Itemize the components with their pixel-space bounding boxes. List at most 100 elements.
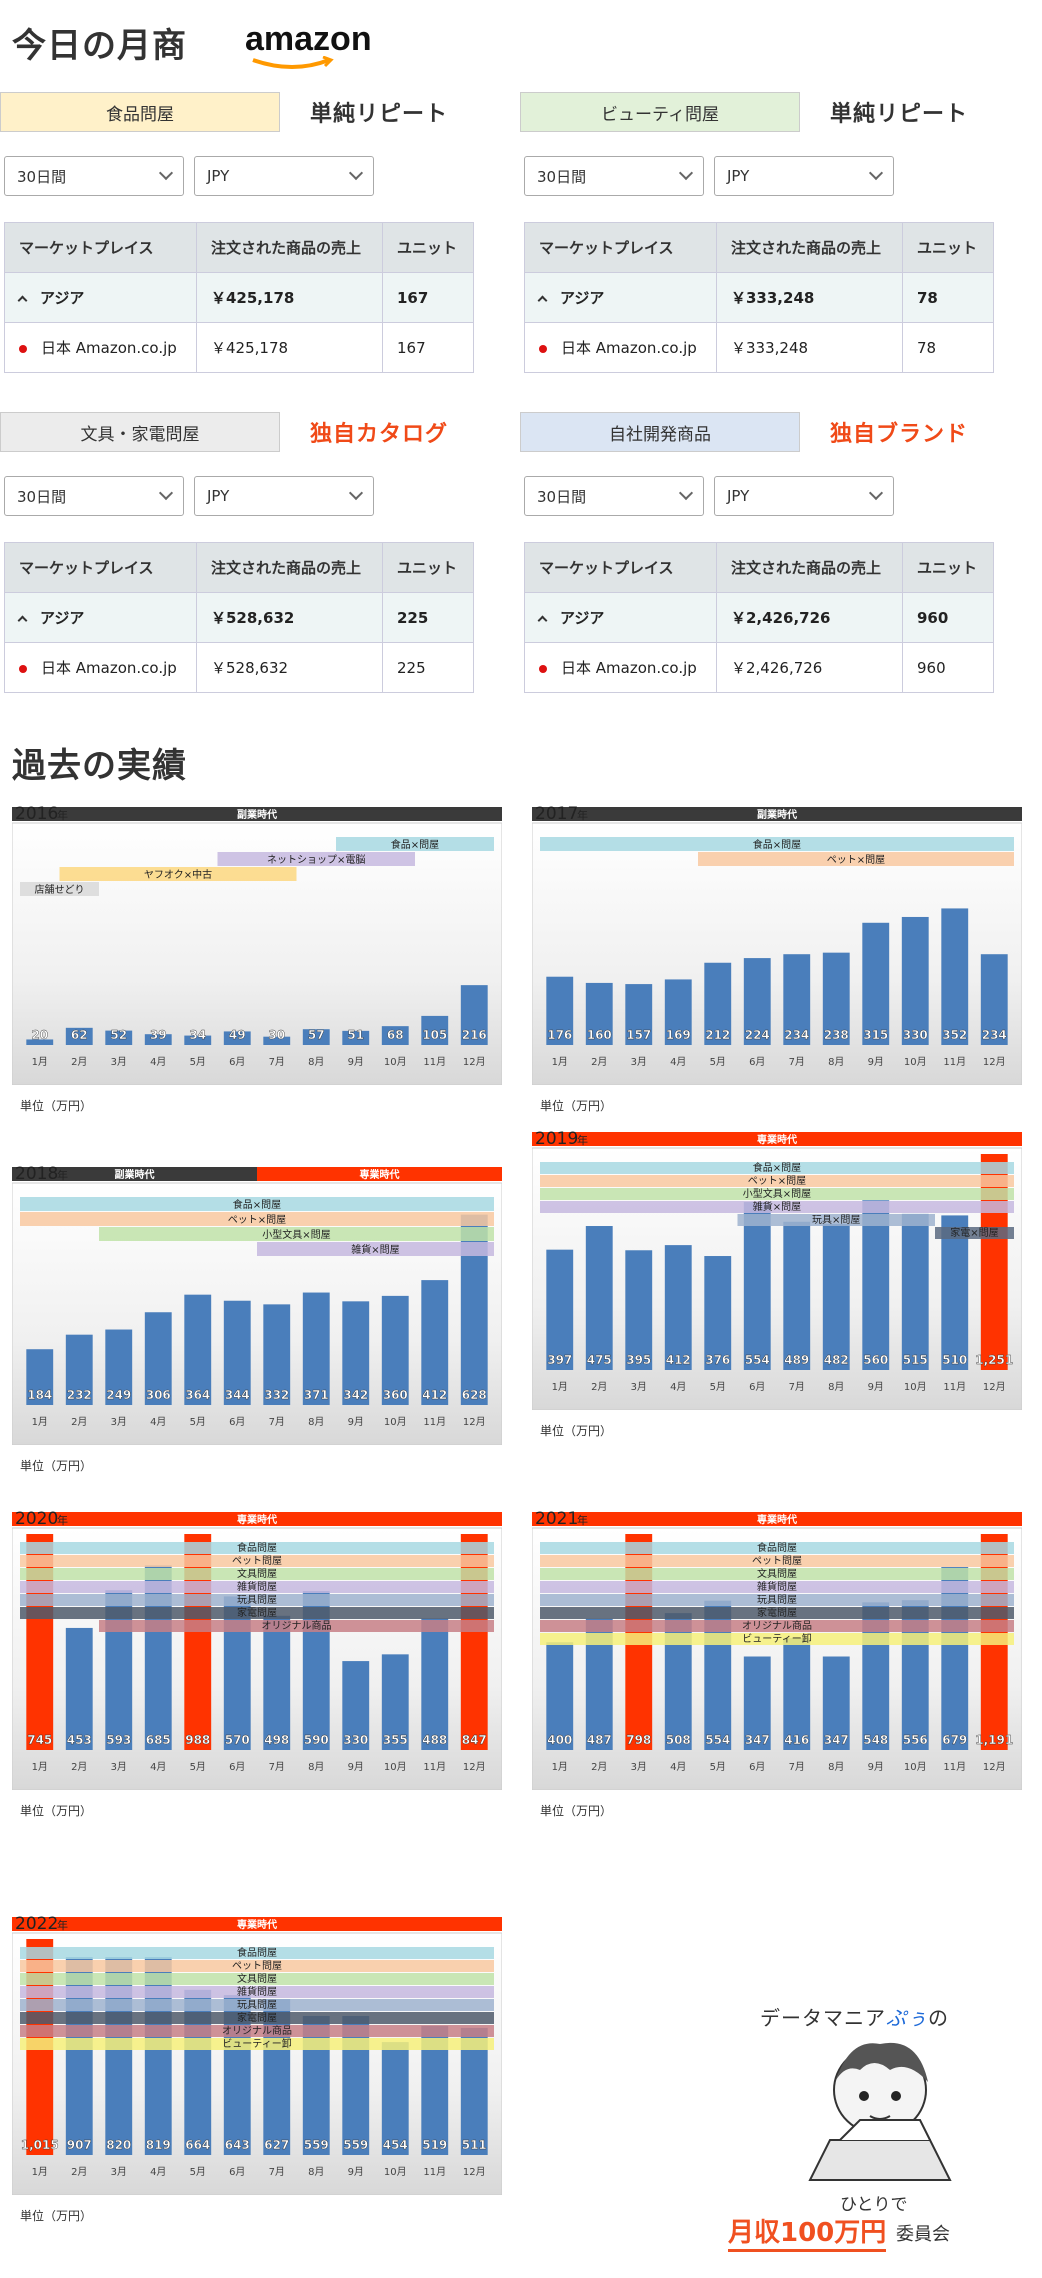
era-bar	[532, 807, 1022, 821]
band-label: 食品×問屋	[753, 1161, 801, 1174]
era-label: 専業時代	[237, 1513, 277, 1526]
month-tick-label: 11月	[423, 1056, 446, 1068]
year-label: 2018	[15, 1165, 58, 1184]
amazon-smile-icon	[252, 56, 334, 69]
band-label: 小型文具×問屋	[262, 1228, 330, 1241]
currency-select[interactable]: JPY	[194, 156, 374, 196]
data-label: 819	[146, 2138, 171, 2152]
band-label: ペット問屋	[752, 1555, 802, 1567]
month-tick-label: 11月	[943, 1381, 966, 1393]
chevron-up-icon[interactable]	[17, 295, 28, 305]
band-label: 玩具×問屋	[812, 1214, 860, 1226]
band-label: 家電問屋	[237, 2011, 277, 2024]
unit-label: 単位（万円）	[540, 1424, 613, 1438]
column-header: 注文された商品の売上	[196, 542, 383, 593]
product-band	[20, 1960, 494, 1972]
chevron-up-icon[interactable]	[537, 295, 548, 305]
table-row[interactable]: アジア ￥528,632 225	[4, 592, 474, 643]
column-header: マーケットプレイス	[4, 222, 197, 273]
bar	[65, 1334, 93, 1405]
month-tick-label: 8月	[308, 1056, 324, 1068]
month-tick-label: 6月	[229, 1416, 245, 1428]
data-label: 347	[824, 1733, 849, 1747]
data-label: 355	[383, 1733, 408, 1747]
data-label: 1,191	[975, 1733, 1013, 1747]
product-band	[20, 1947, 494, 1959]
table-header-row: マーケットプレイス 注文された商品の売上 ユニット	[524, 542, 994, 593]
status-dot-icon	[539, 344, 547, 353]
product-band	[20, 1555, 494, 1567]
data-label: 347	[745, 1733, 770, 1747]
data-label: 400	[547, 1733, 572, 1747]
bar	[65, 1027, 93, 1045]
product-band	[20, 1973, 494, 1985]
bar	[704, 1256, 732, 1370]
year-chart: 副業時代 2016 年食品×問屋 ネットショップ×電脳 ヤフオク×中古 店舗せどり 20 62…	[12, 805, 502, 1085]
product-band	[99, 1620, 494, 1632]
month-tick-label: 1月	[552, 1761, 568, 1773]
table-row[interactable]: アジア ￥425,178 167	[4, 272, 474, 323]
band-label: ペット問屋	[232, 1555, 282, 1567]
era-bar	[12, 1512, 502, 1526]
units-value: 167	[382, 322, 474, 373]
units-value: 78	[902, 272, 994, 323]
era-label: 副業時代	[757, 808, 797, 821]
month-tick-label: 7月	[269, 2166, 285, 2178]
month-tick-label: 3月	[111, 1416, 127, 1428]
bar	[65, 1627, 93, 1750]
product-band	[540, 1607, 1014, 1619]
band-label: ペット問屋	[232, 1960, 282, 1972]
status-dot-icon	[19, 344, 27, 353]
month-tick-label: 4月	[150, 2166, 166, 2178]
month-tick-label: 7月	[789, 1381, 805, 1393]
product-band	[20, 1986, 494, 1998]
period-select[interactable]: 30日間	[524, 476, 704, 516]
month-tick-label: 9月	[868, 1761, 884, 1773]
product-band	[540, 1581, 1014, 1593]
period-select[interactable]: 30日間	[4, 476, 184, 516]
period-select[interactable]: 30日間	[4, 156, 184, 196]
data-label: 488	[422, 1733, 447, 1747]
bar	[223, 1596, 251, 1750]
data-label: 590	[304, 1733, 329, 1747]
band-label: 小型文具×問屋	[743, 1187, 811, 1200]
status-dot-icon	[539, 664, 547, 673]
bar	[941, 908, 969, 1045]
band-label: 雑貨問屋	[237, 1985, 277, 1998]
data-label: 679	[942, 1733, 967, 1747]
data-label: 907	[67, 2138, 92, 2152]
data-label: 847	[462, 1733, 487, 1747]
chevron-up-icon[interactable]	[537, 615, 548, 625]
sales-value: ￥333,248	[716, 322, 903, 373]
currency-select[interactable]: JPY	[714, 476, 894, 516]
month-tick-label: 3月	[631, 1761, 647, 1773]
period-select[interactable]: 30日間	[524, 156, 704, 196]
currency-select[interactable]: JPY	[194, 476, 374, 516]
month-tick-label: 2月	[71, 1761, 87, 1773]
bar	[381, 1654, 409, 1750]
category-tag: 単純リピート	[310, 102, 449, 127]
sales-value: ￥333,248	[716, 272, 903, 323]
band-label: 玩具問屋	[237, 1999, 277, 2011]
currency-select[interactable]: JPY	[714, 156, 894, 196]
table-row[interactable]: アジア ￥333,248 78	[524, 272, 994, 323]
bar	[664, 1245, 692, 1370]
month-tick-label: 6月	[749, 1056, 765, 1068]
band-label: ネットショップ×電脳	[267, 854, 365, 866]
month-tick-label: 7月	[269, 1761, 285, 1773]
chevron-up-icon[interactable]	[17, 615, 28, 625]
month-tick-label: 10月	[384, 1761, 407, 1773]
band-label: 家電×問屋	[950, 1226, 998, 1239]
data-label: 416	[784, 1733, 809, 1747]
data-label: 57	[308, 1028, 325, 1042]
month-tick-label: 8月	[828, 1056, 844, 1068]
era-bar	[12, 1167, 257, 1181]
table-row[interactable]: アジア ￥2,426,726 960	[524, 592, 994, 643]
band-label: 家電問屋	[757, 1606, 797, 1619]
marketplace-name: 日本 Amazon.co.jp	[41, 339, 177, 357]
data-label: 395	[626, 1353, 651, 1367]
data-label: 68	[387, 1028, 404, 1042]
band-label: オリジナル商品	[742, 1619, 812, 1632]
product-band	[540, 1568, 1014, 1580]
product-band	[20, 1607, 494, 1619]
